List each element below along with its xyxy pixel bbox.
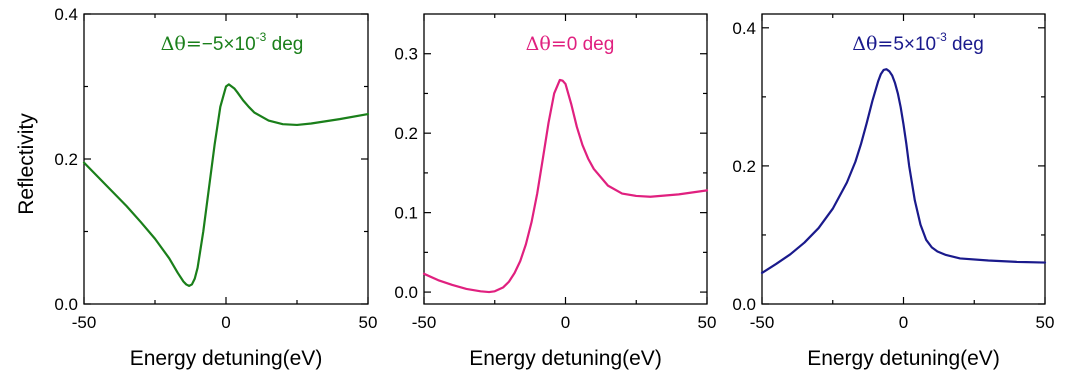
panel-title-part: deg — [947, 34, 984, 55]
panel-title-part: 5×10 — [893, 34, 936, 55]
panel-title: Δθ=−5×10-3 deg — [161, 30, 304, 55]
y-tick-label: 0.0 — [394, 283, 418, 302]
y-tick-label: 0.4 — [54, 5, 78, 24]
panel-title-part: Δθ= — [526, 33, 567, 55]
x-tick-label: -50 — [72, 313, 97, 332]
x-tick-label: 50 — [698, 313, 717, 332]
x-tick-label: 0 — [899, 313, 908, 332]
x-axis-title: Energy detuning(eV) — [130, 347, 323, 370]
x-axis-title: Energy detuning(eV) — [469, 347, 662, 370]
x-tick-label: -50 — [750, 313, 775, 332]
panel-title-part: -3 — [936, 30, 947, 44]
y-axis-title: Reflectivity — [15, 113, 38, 215]
plot-frame — [423, 13, 708, 305]
plot-frame — [83, 13, 369, 305]
x-tick-label: 0 — [221, 313, 230, 332]
y-tick-label: 0.2 — [394, 124, 418, 143]
panel-title-part: Δθ= — [852, 33, 893, 55]
x-tick-label: 0 — [561, 313, 570, 332]
panel-title-part: 0 deg — [567, 34, 615, 55]
y-tick-label: 0.2 — [54, 150, 78, 169]
x-axis-title: Energy detuning(eV) — [807, 347, 1000, 370]
y-tick-label: 0.3 — [394, 45, 418, 64]
chart-panel-3: -50 0 50 0.0 0.2 0.4 Energy detuning(eV) Δθ=5×1… — [732, 13, 1055, 370]
y-tick-label: 0.0 — [732, 295, 756, 314]
panel-title: Δθ=5×10-3 deg — [852, 30, 984, 55]
panel-title-part: -3 — [256, 30, 267, 44]
series-line — [82, 83, 370, 287]
x-tick-label: -50 — [412, 313, 437, 332]
y-tick-label: 0.0 — [54, 295, 78, 314]
panel-title-part: deg — [266, 34, 303, 55]
x-tick-label: 50 — [1036, 313, 1055, 332]
x-tick-label: 50 — [359, 313, 378, 332]
series-line — [422, 78, 709, 294]
series-line — [760, 68, 1047, 275]
panel-title-part: −5×10 — [202, 34, 256, 55]
panel-title-part: Δθ= — [161, 33, 202, 55]
y-tick-label: 0.2 — [732, 157, 756, 176]
y-tick-label: 0.4 — [732, 19, 756, 38]
panel-title: Δθ=0 deg — [526, 33, 615, 55]
chart-panel-1: -50 0 50 0.0 0.2 0.4 Energy detuning(eV) Δθ=−5×… — [54, 5, 377, 370]
y-tick-label: 0.1 — [394, 204, 418, 223]
chart-panel-2: -50 0 50 0.0 0.1 0.2 0.3 Energy detuning(eV) Δθ=… — [394, 13, 717, 370]
